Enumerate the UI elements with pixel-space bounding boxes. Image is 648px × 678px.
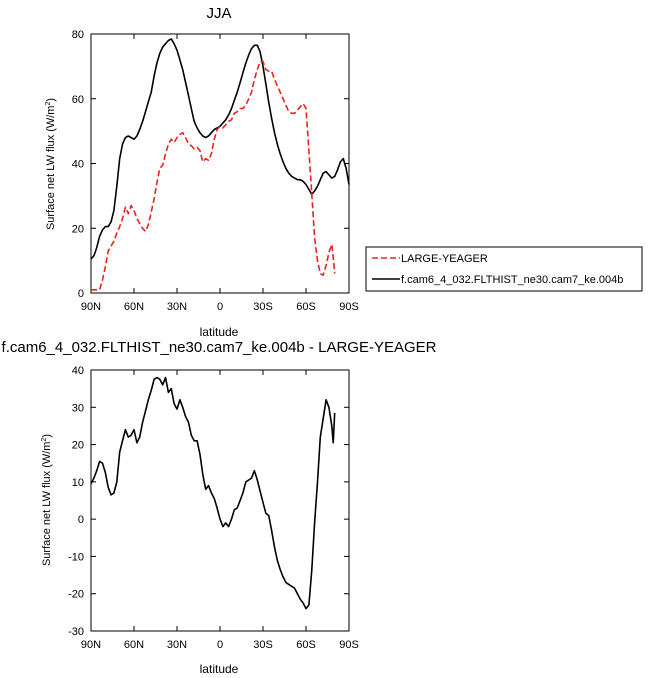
top-chart-x-ticks: 90N 60N 30N 0 30S 60S 90S — [81, 34, 359, 313]
top-chart-series-line-1 — [90, 38, 350, 260]
bottom-chart-ylabel-superscript: 2 — [41, 438, 48, 442]
top-chart-series-line-0 — [91, 60, 336, 291]
bottom-chart-series — [90, 376, 336, 610]
top-chart-y-ticks: 0 20 40 60 80 — [72, 29, 349, 300]
bottom-chart-y-tick-label: 40 — [72, 365, 84, 377]
top-chart-series — [90, 38, 350, 291]
bottom-chart-y-tick-label: 10 — [72, 477, 84, 489]
top-chart-xlabel: latitude — [200, 325, 239, 339]
top-chart-ylabel: Surface net LW flux (W/m2) — [45, 98, 57, 230]
top-chart-y-tick-label: 80 — [72, 29, 84, 41]
bottom-chart-y-tick-label: -20 — [68, 589, 84, 601]
top-chart-title: JJA — [206, 5, 231, 22]
bottom-chart-x-tick-label: 60S — [296, 639, 316, 651]
top-chart-panel: JJA 0 20 40 60 80 90N 60N 30N 0 30S 60S 90S latitu… — [45, 5, 359, 339]
legend-box — [365, 246, 643, 292]
top-chart-x-tick-label: 90N — [81, 301, 101, 313]
bottom-chart-title: f.cam6_4_032.FLTHIST_ne30.cam7_ke.004b -… — [2, 339, 437, 356]
top-chart-y-tick-label: 20 — [72, 223, 84, 235]
bottom-chart-x-ticks: 90N 60N 30N 0 30S 60S 90S — [81, 370, 359, 651]
top-chart-x-tick-label: 90S — [339, 301, 359, 313]
bottom-chart-y-tick-label: 0 — [78, 514, 84, 526]
top-chart-x-tick-label: 30N — [167, 301, 187, 313]
top-chart-y-tick-label: 60 — [72, 94, 84, 106]
top-chart-x-tick-label: 60N — [124, 301, 144, 313]
bottom-chart-y-tick-label: -30 — [68, 626, 84, 638]
bottom-chart-x-tick-label: 90S — [339, 639, 359, 651]
bottom-chart-y-tick-label: 20 — [72, 440, 84, 452]
top-chart-x-tick-label: 60S — [296, 301, 316, 313]
top-chart-ylabel-superscript: 2 — [45, 102, 52, 106]
bottom-chart-xlabel: latitude — [200, 662, 239, 676]
bottom-chart-ylabel: Surface net LW flux (W/m2) — [41, 434, 53, 566]
legend-label-large-yeager: LARGE-YEAGER — [401, 253, 488, 265]
legend-label-cam6: f.cam6_4_032.FLTHIST_ne30.cam7_ke.004b — [401, 274, 623, 286]
bottom-chart-x-tick-label: 90N — [81, 639, 101, 651]
bottom-chart-x-tick-label: 60N — [124, 639, 144, 651]
bottom-chart-x-tick-label: 30N — [167, 639, 187, 651]
top-chart-y-tick-label: 0 — [78, 288, 84, 300]
bottom-chart-y-tick-label: -10 — [68, 551, 84, 563]
top-chart-plot-frame — [90, 33, 350, 294]
bottom-chart-panel: f.cam6_4_032.FLTHIST_ne30.cam7_ke.004b -… — [2, 339, 437, 676]
bottom-chart-x-tick-label: 30S — [253, 639, 273, 651]
bottom-chart-x-tick-label: 0 — [217, 639, 223, 651]
bottom-chart-series-line-0 — [90, 376, 336, 610]
top-chart-y-tick-label: 40 — [72, 159, 84, 171]
bottom-chart-y-ticks: -30 -20 -10 0 10 20 30 40 — [68, 365, 349, 638]
top-chart-legend: LARGE-YEAGER f.cam6_4_032.FLTHIST_ne30.c… — [365, 246, 643, 292]
top-chart-x-tick-label: 0 — [217, 301, 223, 313]
bottom-chart-y-tick-label: 30 — [72, 402, 84, 414]
top-chart-x-tick-label: 30S — [253, 301, 273, 313]
